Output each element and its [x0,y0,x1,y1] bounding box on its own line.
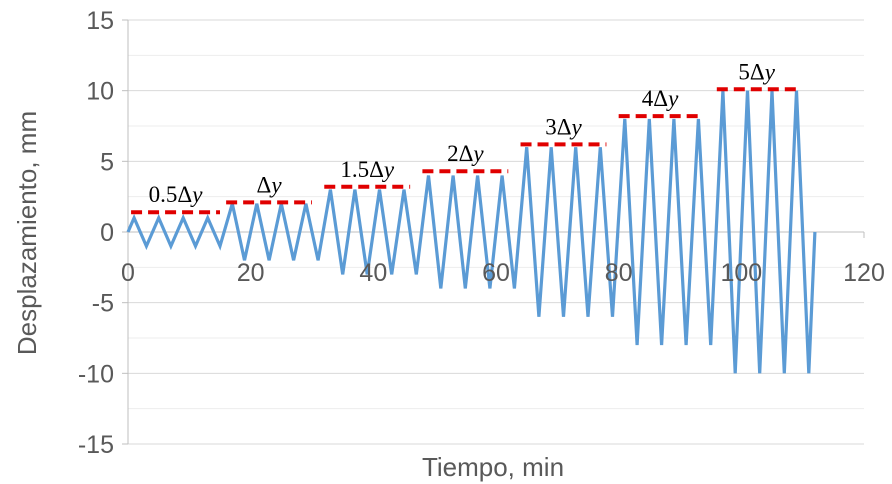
level-annotation-label: 3Δy [545,114,582,139]
x-tick-label: 20 [237,259,265,287]
y-tick-label: -15 [78,431,114,459]
level-annotation-label: 4Δy [642,86,679,111]
y-tick-label: 5 [100,148,114,176]
level-annotation-label: Δy [257,172,283,197]
series-line [126,90,817,374]
level-annotation-label: 5Δy [738,59,775,84]
gridlines [128,19,864,445]
series-layer [126,90,817,374]
x-tick-label: 60 [482,259,510,287]
y-tick-label: 15 [86,7,114,35]
y-axis-label: Desplazamiento, mm [12,111,42,355]
x-axis-label: Tiempo, min [422,452,564,482]
y-tick-label: 0 [100,219,114,247]
x-tick-label: 120 [843,259,885,287]
y-tick-label: -10 [78,360,114,388]
y-tick-label: 10 [86,78,114,106]
level-annotation-label: 2Δy [447,141,484,166]
annotation-layer: 0.5Δy Δy 1.5Δy 2Δy 3Δy 4Δy 5Δy [131,59,797,215]
x-tick-label: 80 [605,259,633,287]
level-annotation-label: 0.5Δy [149,182,204,207]
x-tick-label: 100 [720,259,762,287]
y-tick-label: -5 [92,290,114,318]
x-tick-label: 40 [359,259,387,287]
x-tick-label: 0 [121,259,135,287]
level-annotation-label: 1.5Δy [340,157,395,182]
